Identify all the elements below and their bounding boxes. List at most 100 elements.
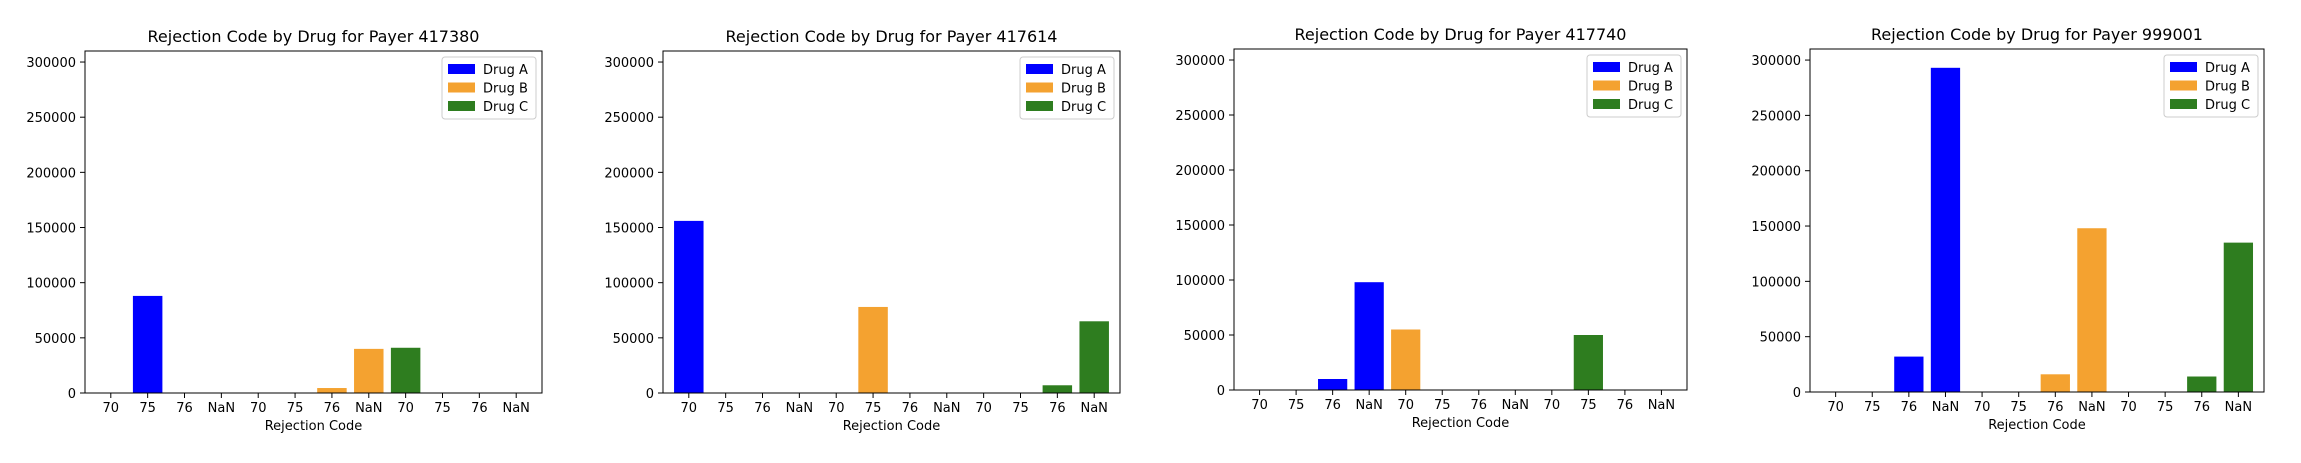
legend-label: Drug C [1061, 100, 1106, 115]
bar-drug-a-1 [132, 295, 163, 393]
chart-panel-2: Rejection Code by Drug for Payer 417614 0… [604, 27, 1121, 434]
x-tick-label: 76 [754, 401, 771, 416]
legend-label: Drug A [1061, 63, 1106, 78]
y-tick-label: 250000 [604, 111, 654, 126]
x-tick-label: 70 [1544, 398, 1561, 413]
legend-swatch [2170, 62, 2197, 72]
bar-drug-c-11 [1079, 321, 1109, 393]
legend: Drug A Drug B Drug C [441, 56, 537, 120]
bar-drug-b-6 [2040, 374, 2070, 392]
y-tick-label: 250000 [26, 111, 76, 126]
y-tick-label: 50000 [613, 332, 654, 347]
chart-panel-1: Rejection Code by Drug for Payer 417380 0… [26, 27, 543, 434]
legend-swatch [1026, 82, 1053, 93]
x-tick-label: NaN [933, 401, 960, 416]
x-tick-label: 70 [828, 401, 845, 416]
x-tick-label: 75 [2157, 400, 2174, 415]
y-tick-label: 50000 [35, 332, 76, 347]
x-tick-label: 75 [1288, 398, 1305, 413]
y-tick-label: 100000 [1751, 275, 1801, 290]
y-tick-label: 50000 [1184, 329, 1225, 344]
y-tick-label: 200000 [1175, 164, 1225, 179]
x-tick-label: NaN [208, 401, 235, 416]
x-tick-label: 76 [176, 401, 193, 416]
legend-swatch [1026, 64, 1053, 74]
y-tick-label: 200000 [26, 166, 76, 181]
x-tick-label: 75 [2010, 400, 2027, 415]
y-tick-label: 300000 [1175, 54, 1225, 69]
x-tick-label: 76 [1324, 398, 1341, 413]
legend: Drug A Drug B Drug C [1019, 56, 1115, 120]
bar-drug-c-11 [2223, 242, 2254, 392]
x-tick-label: 76 [2047, 400, 2064, 415]
plot-frame [662, 50, 1121, 394]
legend-label: Drug A [483, 63, 528, 78]
y-tick-label: 150000 [1751, 220, 1801, 235]
x-tick-label: 70 [1827, 400, 1844, 415]
x-tick-label: NaN [1502, 398, 1529, 413]
y-tick-label: 100000 [26, 277, 76, 292]
x-tick-label: 70 [2120, 400, 2137, 415]
bar-drug-a-2 [1894, 356, 1924, 392]
bar-drug-a-2 [1318, 379, 1348, 390]
legend-label: Drug B [2205, 80, 2250, 95]
x-tick-label: NaN [786, 401, 813, 416]
chart-title: Rejection Code by Drug for Payer 999001 [1871, 25, 2203, 44]
x-tick-label: NaN [1648, 398, 1675, 413]
legend-swatch [2170, 99, 2197, 109]
bar-drug-c-8 [390, 347, 421, 393]
y-tick-label: 250000 [1175, 109, 1225, 124]
y-tick-label: 0 [1793, 386, 1801, 401]
x-tick-label: 70 [103, 401, 120, 416]
legend: Drug A Drug B Drug C [1586, 54, 1682, 118]
x-tick-label: NaN [502, 401, 529, 416]
plot-frame [84, 50, 543, 394]
y-tick-label: 0 [646, 387, 654, 402]
x-tick-label: 76 [1901, 400, 1918, 415]
chart-panel-4: Rejection Code by Drug for Payer 999001 0… [1751, 25, 2265, 433]
y-tick-label: 100000 [604, 277, 654, 292]
x-tick-label: 70 [681, 401, 698, 416]
chart-title: Rejection Code by Drug for Payer 417740 [1295, 25, 1627, 44]
x-tick-label: 76 [902, 401, 919, 416]
x-tick-label: 70 [1974, 400, 1991, 415]
bar-drug-c-9 [1573, 335, 1603, 390]
legend-swatch [1593, 62, 1620, 72]
bar-drug-b-4 [1391, 329, 1421, 390]
plot-frame [1809, 48, 2265, 393]
x-tick-label: 70 [975, 401, 992, 416]
legend-label: Drug C [483, 100, 528, 115]
legend-swatch [1593, 80, 1620, 91]
x-tick-label: 75 [1012, 401, 1029, 416]
y-tick-label: 300000 [1751, 54, 1801, 69]
legend-label: Drug B [1061, 82, 1106, 97]
plot-frame [1233, 48, 1688, 391]
legend-swatch [448, 64, 475, 74]
legend-label: Drug A [1628, 61, 1673, 76]
x-tick-label: 75 [717, 401, 734, 416]
x-tick-label: 75 [139, 401, 156, 416]
x-tick-label: 75 [287, 401, 304, 416]
y-tick-label: 200000 [1751, 165, 1801, 180]
x-tick-label: 76 [2193, 400, 2210, 415]
x-tick-label: NaN [2078, 400, 2105, 415]
y-tick-label: 0 [1217, 384, 1225, 399]
y-tick-label: 100000 [1175, 274, 1225, 289]
legend-label: Drug C [2205, 98, 2250, 113]
x-tick-label: 70 [1251, 398, 1268, 413]
x-tick-label: NaN [2225, 400, 2252, 415]
y-tick-label: 250000 [1751, 109, 1801, 124]
y-tick-label: 200000 [604, 166, 654, 181]
x-axis-label: Rejection Code [1412, 416, 1510, 431]
x-tick-label: 76 [324, 401, 341, 416]
legend-swatch [2170, 80, 2197, 91]
legend-swatch [448, 101, 475, 111]
legend-swatch [1593, 99, 1620, 109]
legend-label: Drug B [1628, 80, 1673, 95]
y-tick-label: 300000 [604, 56, 654, 71]
x-tick-label: NaN [1932, 400, 1959, 415]
chart-title: Rejection Code by Drug for Payer 417380 [148, 27, 480, 46]
x-tick-label: NaN [355, 401, 382, 416]
y-tick-label: 150000 [1175, 219, 1225, 234]
